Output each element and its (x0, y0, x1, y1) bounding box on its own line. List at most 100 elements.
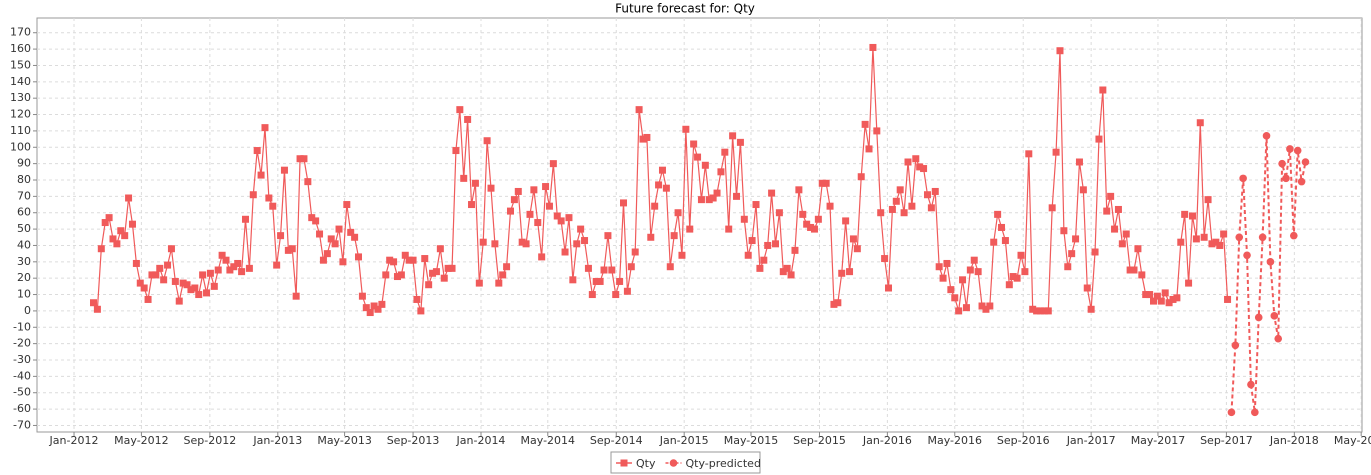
data-point (1258, 233, 1267, 242)
data-point (1048, 204, 1056, 212)
series-line (1230, 135, 1307, 413)
data-point (1044, 307, 1052, 315)
data-point (1040, 307, 1048, 315)
data-point (300, 155, 308, 163)
data-point (117, 227, 125, 235)
data-point (896, 186, 904, 194)
data-point (409, 256, 417, 264)
data-point (370, 302, 378, 310)
data-point (545, 202, 553, 210)
data-point (658, 166, 666, 174)
x-tick-label: Sep-2012 (184, 434, 237, 447)
data-point (838, 269, 846, 277)
data-point (366, 309, 374, 317)
y-tick-label: 50 (17, 222, 31, 235)
y-tick-label: 140 (10, 75, 31, 88)
data-point (842, 217, 850, 225)
data-point (1196, 119, 1204, 127)
data-point (791, 246, 799, 254)
data-point (269, 202, 277, 210)
data-point (97, 245, 105, 253)
data-point (526, 210, 534, 218)
data-point (892, 197, 900, 205)
data-point (1013, 274, 1021, 282)
data-point (1286, 145, 1294, 153)
data-point (518, 238, 526, 246)
data-point (479, 238, 487, 246)
legend-box (610, 451, 761, 474)
data-point (1138, 271, 1146, 279)
data-point (920, 165, 928, 173)
x-tick-label: May-2018 (1334, 434, 1371, 447)
data-point (199, 271, 207, 279)
data-point (631, 248, 639, 256)
data-point (744, 251, 752, 259)
data-point (405, 256, 413, 264)
data-point (471, 179, 479, 187)
data-point (1072, 235, 1080, 243)
y-tick-label: 20 (17, 271, 31, 284)
data-point (651, 202, 659, 210)
data-point (705, 196, 713, 204)
data-point (1021, 268, 1029, 276)
data-point (690, 140, 698, 148)
data-point (861, 120, 869, 128)
data-point (982, 305, 990, 313)
data-point (725, 225, 733, 233)
data-point (187, 286, 195, 294)
data-point (417, 307, 425, 315)
y-tick-label: 120 (10, 108, 31, 121)
data-point (542, 183, 550, 191)
y-tick-label: -60 (13, 402, 31, 415)
x-tick-label: Sep-2017 (1200, 434, 1253, 447)
data-point (1107, 192, 1115, 200)
data-point (1161, 289, 1169, 297)
data-point (335, 225, 343, 233)
data-point (678, 251, 686, 259)
data-point (284, 246, 292, 254)
data-point (616, 277, 624, 285)
data-point (265, 194, 273, 202)
data-point (1064, 263, 1072, 271)
x-tick-label: Sep-2015 (793, 434, 846, 447)
data-point (456, 106, 464, 114)
x-tick-label: Jan-2018 (1269, 434, 1319, 447)
data-point (643, 133, 651, 141)
data-point (584, 264, 592, 272)
data-point (565, 214, 573, 222)
data-point (393, 273, 401, 281)
data-point (865, 145, 873, 153)
data-point (1266, 258, 1275, 266)
data-point (674, 209, 682, 217)
data-point (1079, 186, 1087, 194)
x-tick-label: May-2013 (317, 434, 372, 447)
data-point (109, 235, 117, 243)
data-point (709, 194, 717, 202)
data-point (277, 232, 285, 240)
data-point (1060, 227, 1068, 235)
y-tick-label: -70 (13, 418, 31, 431)
y-tick-label: 100 (10, 140, 31, 153)
data-point (164, 261, 172, 269)
data-point (853, 245, 861, 253)
x-tick-label: Jan-2012 (49, 434, 99, 447)
x-tick-label: May-2017 (1131, 434, 1186, 447)
data-point (931, 187, 939, 195)
data-point (1134, 245, 1142, 253)
data-point (238, 268, 246, 276)
data-point (249, 191, 257, 199)
data-point (869, 43, 877, 51)
data-point (900, 209, 908, 217)
data-point (740, 215, 748, 223)
y-tick-label: 160 (10, 42, 31, 55)
data-point (401, 251, 409, 259)
data-point (1142, 291, 1150, 299)
data-point (140, 284, 148, 292)
y-tick-label: 110 (10, 124, 31, 137)
data-point (230, 263, 238, 271)
data-point (1200, 233, 1208, 241)
data-point (799, 210, 807, 218)
data-point (148, 271, 156, 279)
data-point (849, 235, 857, 243)
data-point (1247, 380, 1255, 389)
